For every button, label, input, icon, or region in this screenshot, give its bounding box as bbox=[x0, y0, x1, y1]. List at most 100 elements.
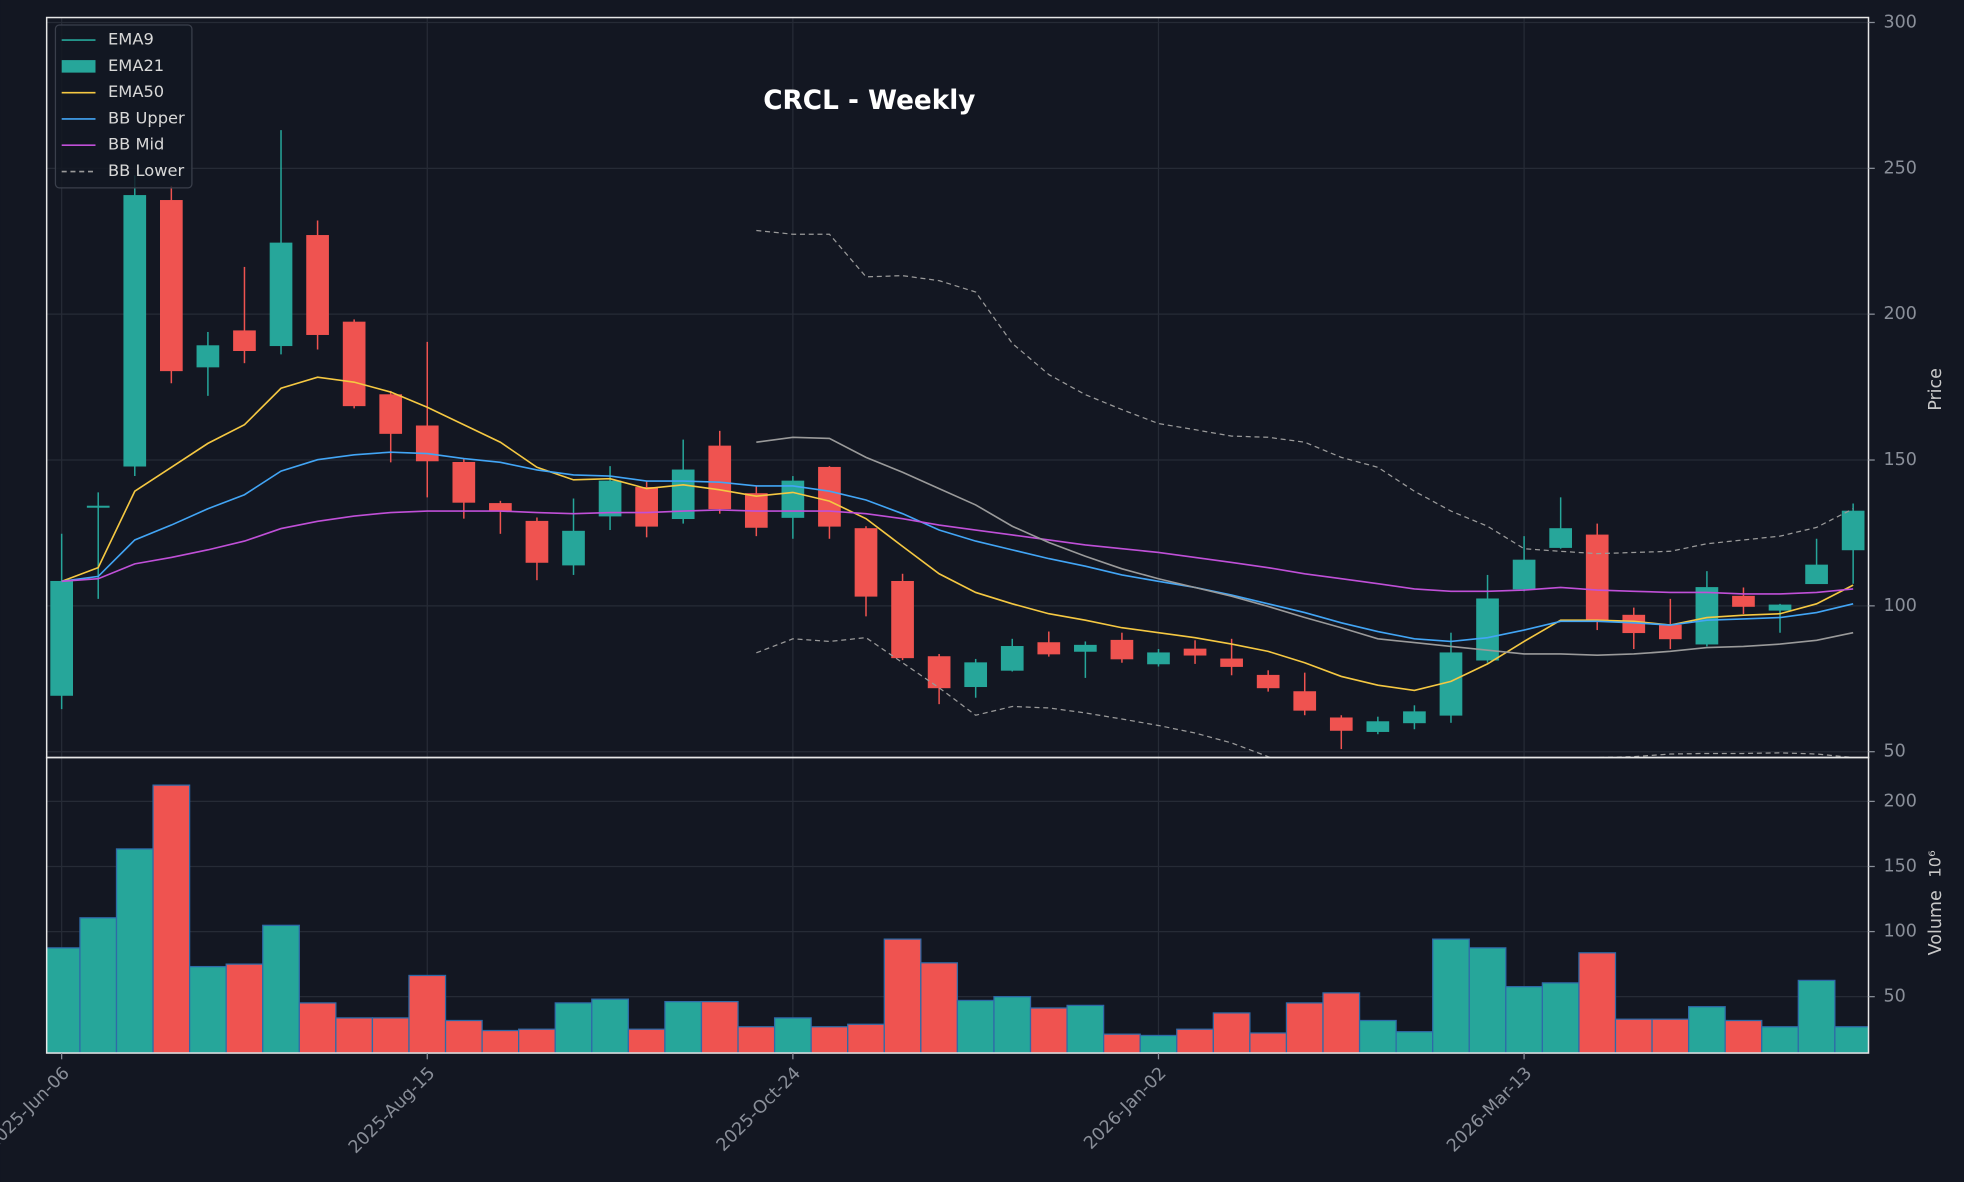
legend-label: BB Upper bbox=[108, 108, 185, 127]
legend-swatch bbox=[61, 60, 96, 73]
candle-body bbox=[342, 321, 366, 407]
candle-body bbox=[379, 394, 403, 434]
legend-label: EMA50 bbox=[108, 82, 164, 101]
candle-body bbox=[1220, 658, 1243, 667]
volume-bar bbox=[1614, 1018, 1653, 1054]
volume-bar bbox=[1249, 1032, 1288, 1054]
volume-bar bbox=[1797, 979, 1836, 1054]
candle-body bbox=[1476, 598, 1499, 661]
candle-body bbox=[1183, 648, 1207, 656]
volume-tick-label: 200 bbox=[1884, 791, 1917, 811]
candle-body bbox=[671, 469, 695, 520]
volume-bar bbox=[1029, 1007, 1068, 1054]
candle-body bbox=[123, 195, 147, 467]
volume-bar bbox=[700, 1000, 739, 1054]
volume-bar bbox=[518, 1028, 556, 1054]
legend-label: EMA9 bbox=[108, 30, 154, 49]
candle-body bbox=[1549, 528, 1573, 548]
volume-bar bbox=[1724, 1019, 1763, 1054]
volume-bar bbox=[152, 784, 191, 1054]
y-tick-label: 300 bbox=[1884, 12, 1917, 32]
volume-bar bbox=[444, 1019, 483, 1054]
candle-body bbox=[1658, 624, 1682, 640]
candle-body bbox=[1037, 642, 1061, 655]
candle-body bbox=[233, 330, 256, 352]
candle-body bbox=[818, 466, 841, 527]
candle-body bbox=[1147, 652, 1170, 665]
candle-body bbox=[1074, 644, 1097, 652]
volume-bar bbox=[664, 1000, 703, 1054]
candle-body bbox=[781, 480, 805, 518]
grid bbox=[46, 17, 1869, 1054]
volume-bar bbox=[1468, 947, 1507, 1054]
volume-tick-label: 100 bbox=[1884, 922, 1917, 942]
volume-bar bbox=[993, 996, 1032, 1054]
volume-bar bbox=[79, 917, 118, 1054]
indicator-line bbox=[756, 436, 1854, 656]
volume-tick-label: 50 bbox=[1884, 987, 1906, 1007]
candle-body bbox=[562, 530, 585, 566]
candle-body bbox=[306, 235, 329, 335]
candle-body bbox=[1805, 564, 1828, 585]
volume-bar bbox=[1322, 992, 1361, 1054]
candle-body bbox=[452, 461, 476, 503]
candle-body bbox=[964, 662, 988, 688]
candle-body bbox=[708, 445, 732, 510]
y-tick-label: 100 bbox=[1884, 596, 1917, 616]
volume-bar bbox=[554, 1002, 593, 1054]
candle-body bbox=[525, 520, 549, 563]
y-tick-label: 150 bbox=[1884, 450, 1917, 470]
volume-bar bbox=[1432, 938, 1470, 1054]
candle-body bbox=[196, 345, 220, 368]
candle-body bbox=[1732, 595, 1755, 607]
volume-bar bbox=[1176, 1028, 1214, 1054]
legend-label: BB Mid bbox=[108, 135, 164, 154]
candle-body bbox=[1256, 674, 1280, 689]
price-axis-label: Price bbox=[1926, 368, 1946, 411]
volume-bar bbox=[371, 1017, 410, 1054]
candle-body bbox=[269, 242, 293, 347]
candle-body bbox=[598, 480, 622, 517]
y-tick-label: 50 bbox=[1884, 742, 1906, 762]
volume-bar bbox=[408, 974, 447, 1054]
volume-bar bbox=[1285, 1002, 1324, 1054]
volume-bar bbox=[810, 1026, 849, 1054]
volume-bar bbox=[1066, 1004, 1105, 1054]
volume-bar bbox=[1541, 982, 1580, 1054]
volume-bar bbox=[1834, 1026, 1869, 1054]
volume-bar bbox=[1139, 1034, 1178, 1054]
volume-bar bbox=[773, 1017, 812, 1054]
candle-body bbox=[1512, 559, 1536, 590]
price-panel bbox=[50, 130, 1865, 758]
volume-tick-label: 150 bbox=[1884, 856, 1917, 876]
volume-bar bbox=[847, 1023, 885, 1054]
candle-body bbox=[927, 656, 951, 689]
volume-bar bbox=[481, 1029, 520, 1054]
candle-body bbox=[1695, 587, 1719, 645]
candle-body bbox=[1110, 639, 1134, 660]
candle-body bbox=[854, 528, 878, 597]
candle-body bbox=[1403, 711, 1426, 724]
candle-body bbox=[489, 503, 512, 512]
volume-bar bbox=[115, 848, 154, 1054]
volume-bar bbox=[883, 938, 922, 1054]
indicator-line bbox=[61, 376, 1854, 692]
volume-bar bbox=[1687, 1006, 1726, 1054]
legend-label: EMA21 bbox=[108, 56, 164, 75]
volume-bar bbox=[1358, 1019, 1397, 1054]
legend: EMA9 EMA21 EMA50 BB Upper BB Mid BB Lower bbox=[54, 24, 193, 189]
volume-bar bbox=[1395, 1031, 1434, 1054]
volume-frame bbox=[45, 756, 1870, 1054]
indicator-line bbox=[756, 229, 1854, 555]
legend-label: BB Lower bbox=[108, 161, 185, 180]
volume-bar bbox=[1103, 1033, 1141, 1054]
y-tick-label: 250 bbox=[1884, 158, 1917, 178]
candle-body bbox=[1841, 510, 1865, 551]
volume-bar bbox=[1651, 1018, 1690, 1054]
volume-bar bbox=[298, 1002, 337, 1054]
volume-bar bbox=[188, 965, 227, 1054]
volume-bar bbox=[1212, 1012, 1251, 1054]
y-tick-label: 200 bbox=[1884, 304, 1917, 324]
volume-axis-label: Volume bbox=[1926, 890, 1946, 955]
